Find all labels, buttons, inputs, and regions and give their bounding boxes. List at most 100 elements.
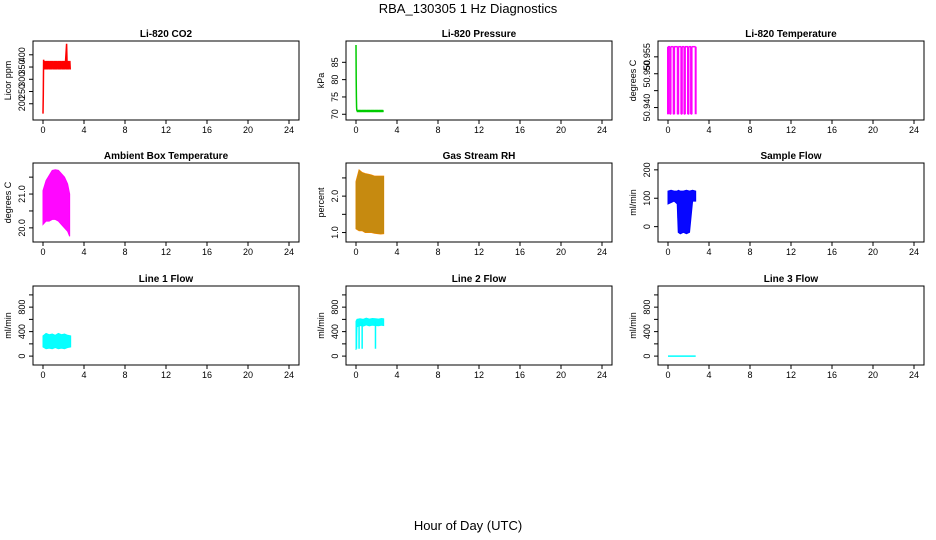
y-tick-label: 400 (17, 324, 27, 339)
y-tick-label: 1.0 (330, 226, 340, 239)
x-tick-label: 12 (474, 125, 484, 135)
plot-frame (33, 286, 299, 365)
x-tick-label: 0 (40, 370, 45, 380)
chart-panel-5: Gas Stream RHpercent0 4 8 12 16 20 241.02.0 (316, 151, 612, 257)
y-tick-label: 50.955 (642, 43, 652, 71)
plot-frame (33, 163, 299, 242)
x-tick-label: 24 (284, 247, 294, 257)
chart-title: Sample Flow (760, 151, 821, 162)
series-rh-hatch (356, 170, 384, 234)
x-tick-label: 0 (353, 247, 358, 257)
x-tick-label: 4 (706, 370, 711, 380)
y-tick-label: 85 (330, 57, 340, 67)
y-tick-label: 400 (642, 324, 652, 339)
x-tick-label: 0 (665, 370, 670, 380)
x-tick-label: 0 (353, 370, 358, 380)
x-tick-label: 4 (706, 247, 711, 257)
y-tick-label: 0 (642, 354, 652, 359)
chart-panel-9: Line 3 Flow ml/min 0 4 8 12 16 20 24 0 400 800 (628, 274, 924, 380)
y-axis-label: ml/min (316, 312, 326, 339)
x-tick-label: 0 (353, 125, 358, 135)
x-tick-label: 0 (40, 125, 45, 135)
x-tick-label: 8 (747, 247, 752, 257)
x-tick-label: 12 (474, 247, 484, 257)
x-tick-label: 8 (747, 125, 752, 135)
x-tick-label: 24 (909, 370, 919, 380)
plot-frame (658, 286, 924, 365)
x-tick-label: 16 (515, 247, 525, 257)
chart-title: Line 1 Flow (139, 274, 194, 285)
x-tick-label: 24 (597, 370, 607, 380)
x-tick-label: 4 (394, 125, 399, 135)
series-co2-noise (44, 61, 71, 70)
y-tick-label: 0 (330, 354, 340, 359)
x-tick-label: 20 (868, 370, 878, 380)
x-tick-label: 8 (122, 370, 127, 380)
y-tick-label: 800 (17, 300, 27, 315)
x-tick-label: 20 (243, 125, 253, 135)
chart-title: Li-820 Temperature (745, 29, 837, 40)
x-tick-label: 24 (597, 247, 607, 257)
x-tick-label: 20 (868, 125, 878, 135)
series-pressure (356, 45, 384, 111)
y-tick-label: 75 (330, 92, 340, 102)
x-tick-label: 12 (786, 370, 796, 380)
chart-panel-4: Ambient Box Temperature degrees C 0 4 8 12 16 2… (3, 151, 299, 257)
series-line2-hatch (356, 318, 384, 350)
x-tick-label: 4 (706, 125, 711, 135)
chart-title: Ambient Box Temperature (104, 151, 229, 162)
x-tick-label: 20 (243, 247, 253, 257)
plot-frame (346, 286, 612, 365)
series-co2 (43, 44, 70, 114)
x-tick-label: 12 (161, 125, 171, 135)
x-axis-label: Hour of Day (UTC) (0, 518, 936, 533)
x-tick-label: 16 (202, 125, 212, 135)
y-tick-label: 100 (642, 191, 652, 206)
x-tick-label: 4 (394, 247, 399, 257)
y-tick-label: 80 (330, 75, 340, 85)
x-tick-label: 16 (515, 125, 525, 135)
y-tick-label: 0 (642, 224, 652, 229)
x-tick-label: 8 (122, 247, 127, 257)
y-tick-label: 800 (330, 300, 340, 315)
x-tick-label: 8 (435, 125, 440, 135)
x-tick-label: 12 (786, 247, 796, 257)
x-tick-label: 12 (474, 370, 484, 380)
y-axis-label: ml/min (3, 312, 13, 339)
x-tick-label: 16 (827, 125, 837, 135)
y-axis-label: kPa (316, 73, 326, 89)
diagnostics-plot-grid: Li-820 CO2Licor ppm0 4 8 12 16 20 242002503003… (0, 0, 936, 540)
x-tick-label: 20 (556, 125, 566, 135)
x-tick-label: 0 (665, 247, 670, 257)
y-axis-label: percent (316, 187, 326, 218)
y-tick-label: 400 (330, 324, 340, 339)
x-tick-label: 12 (161, 247, 171, 257)
chart-title: Gas Stream RH (443, 151, 516, 162)
x-tick-label: 4 (394, 370, 399, 380)
x-tick-label: 4 (81, 247, 86, 257)
chart-panel-6: Sample Flow ml/min 0 4 8 12 16 20 24 0 100 200 (628, 151, 924, 257)
y-tick-label: 200 (642, 162, 652, 177)
y-tick-label: 0 (17, 354, 27, 359)
y-axis-label: ml/min (628, 189, 638, 216)
chart-title: Li-820 Pressure (442, 29, 517, 40)
chart-title: Li-820 CO2 (140, 29, 193, 40)
x-tick-label: 16 (515, 370, 525, 380)
x-tick-label: 24 (909, 247, 919, 257)
x-tick-label: 12 (786, 125, 796, 135)
y-tick-label: 20.0 (17, 219, 27, 237)
x-tick-label: 16 (202, 370, 212, 380)
plot-frame (346, 41, 612, 120)
x-tick-label: 8 (435, 247, 440, 257)
x-tick-label: 24 (284, 370, 294, 380)
x-tick-label: 4 (81, 125, 86, 135)
x-tick-label: 20 (556, 247, 566, 257)
chart-panel-2: Li-820 Pressure kPa 0 4 8 12 16 20 24 70 75 80 85 (316, 29, 612, 135)
x-tick-label: 24 (597, 125, 607, 135)
y-axis-label: Licor ppm (3, 61, 13, 101)
x-tick-label: 16 (827, 247, 837, 257)
x-tick-label: 8 (435, 370, 440, 380)
y-axis-label: degrees C (628, 59, 638, 101)
plot-frame (346, 163, 612, 242)
x-tick-label: 16 (827, 370, 837, 380)
